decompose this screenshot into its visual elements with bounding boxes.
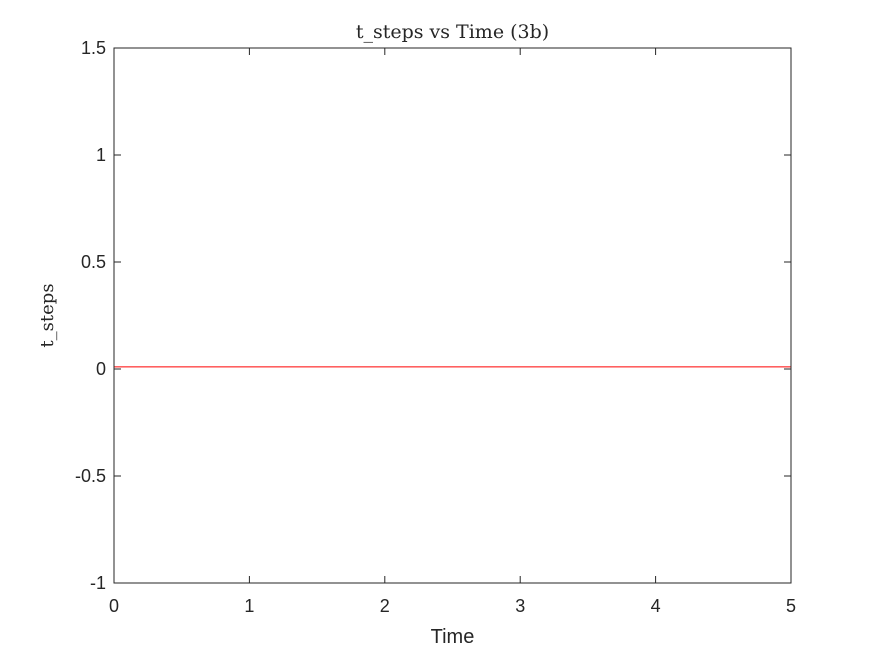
x-tick-label: 3 [515, 596, 525, 616]
x-tick-label: 4 [651, 596, 661, 616]
x-tick-label: 2 [380, 596, 390, 616]
x-tick-label: 5 [786, 596, 796, 616]
axes-layer [113, 47, 792, 584]
plot-area [114, 48, 791, 583]
y-tick-label: -0.5 [75, 466, 106, 486]
y-ticks: -1 -0.5 0 0.5 1 1.5 [75, 38, 791, 593]
x-ticks: 0 1 2 3 4 5 [109, 48, 796, 616]
y-tick-label: 1.5 [81, 38, 106, 58]
x-tick-label: 0 [109, 596, 119, 616]
x-axis-label: Time [431, 626, 475, 648]
x-tick-label: 1 [244, 596, 254, 616]
y-axis-label: t_steps [37, 283, 58, 347]
chart-title: t_steps vs Time (3b) [356, 21, 549, 43]
y-tick-label: 0 [96, 359, 106, 379]
y-tick-label: 1 [96, 145, 106, 165]
axes-box [113, 47, 792, 584]
y-tick-label: 0.5 [81, 252, 106, 272]
y-tick-label: -1 [90, 573, 106, 593]
